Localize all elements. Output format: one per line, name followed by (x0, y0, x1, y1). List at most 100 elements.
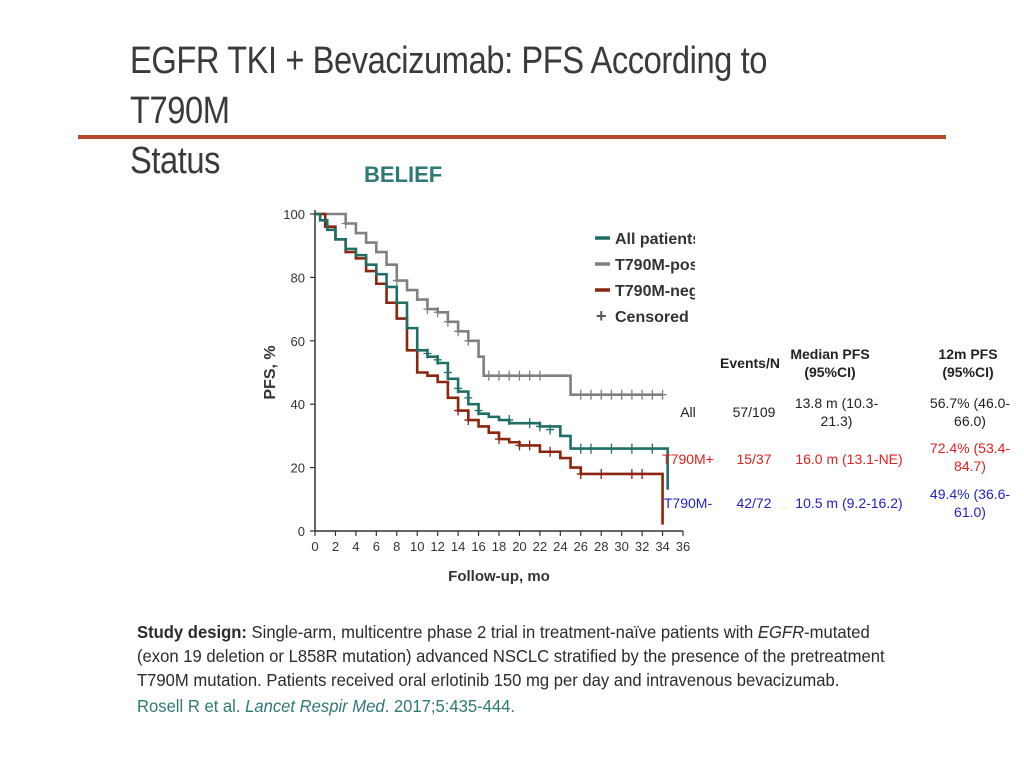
slide-title-line-1: EGFR TKI + Bevacizumab: PFS According to… (130, 40, 767, 132)
censor-mark (627, 468, 636, 479)
x-tick-label: 18 (492, 539, 506, 554)
x-tick-label: 0 (311, 539, 318, 554)
censor-mark (658, 389, 667, 400)
censor-mark (525, 418, 534, 429)
censor-mark (433, 354, 442, 365)
x-tick-label: 34 (655, 539, 669, 554)
row-neg-label: T790M- (663, 495, 713, 511)
y-tick-label: 0 (298, 524, 305, 539)
legend-label: T790M-negative (615, 283, 695, 300)
study-design-text: Study design: Single-arm, multicentre ph… (137, 620, 897, 692)
censor-mark (648, 389, 657, 400)
censor-mark (535, 421, 544, 432)
censor-mark (515, 370, 524, 381)
censor-mark (597, 468, 606, 479)
censor-mark (505, 415, 514, 426)
study-name: BELIEF (364, 162, 443, 187)
row-all-label: All (680, 404, 696, 420)
y-axis-title: PFS, % (262, 345, 279, 399)
censor-mark (433, 307, 442, 318)
x-tick-label: 26 (574, 539, 588, 554)
slide-title: EGFR TKI + Bevacizumab: PFS According to… (130, 36, 818, 186)
x-tick-label: 2 (332, 539, 339, 554)
series-line-all-patients (315, 212, 669, 490)
x-tick-label: 36 (676, 539, 690, 554)
study-design-part-a: Single-arm, multicentre phase 2 trial in… (246, 622, 758, 642)
study-design-part-b: -mutated (exon 19 deletion or L858R muta… (137, 622, 885, 690)
censor-mark (515, 440, 524, 451)
censor-mark (638, 468, 647, 479)
censor-mark (505, 370, 514, 381)
censor-mark (617, 389, 626, 400)
x-axis-title: Follow-up, mo (448, 568, 550, 585)
censor-mark (607, 443, 616, 454)
censor-mark (392, 275, 401, 286)
censor-mark (607, 389, 616, 400)
censor-mark (443, 316, 452, 327)
citation-authors: Rosell R et al. (137, 696, 246, 716)
x-tick-label: 22 (533, 539, 547, 554)
x-tick-label: 6 (373, 539, 380, 554)
censor-mark (576, 443, 585, 454)
censor-mark (484, 370, 493, 381)
censor-mark (495, 434, 503, 445)
header-12m-pfs: 12m PFS (95%CI) (938, 346, 998, 380)
study-design-label: Study design: (137, 622, 247, 642)
censor-mark (454, 405, 463, 416)
citation-journal: Lancet Respir Med (245, 696, 385, 716)
row-all-median: 13.8 m (10.3-21.3) (794, 395, 879, 429)
row-pos-label: T790M+ (662, 451, 714, 467)
censor-mark (638, 389, 647, 400)
legend-censored-marker: + (596, 306, 607, 326)
row-pos-events: 15/37 (736, 451, 772, 467)
censor-mark (525, 370, 534, 381)
censor-mark (587, 443, 595, 454)
y-tick-label: 40 (291, 397, 305, 412)
censor-mark (454, 326, 463, 337)
censor-mark (341, 218, 350, 229)
x-tick-label: 28 (594, 539, 608, 554)
legend-label: Censored (615, 309, 689, 326)
censor-mark (627, 389, 636, 400)
censor-mark (525, 440, 534, 451)
censor-mark (576, 468, 585, 479)
censor-mark (648, 443, 657, 454)
x-tick-label: 14 (451, 539, 465, 554)
x-tick-label: 4 (352, 539, 359, 554)
citation-rest: . 2017;5:435-444. (384, 696, 515, 716)
x-tick-label: 30 (614, 539, 628, 554)
censor-mark (627, 443, 636, 454)
slide-title-line-2: Status (130, 140, 221, 182)
x-tick-label: 10 (410, 539, 424, 554)
censor-mark (454, 383, 463, 394)
row-neg-12m: 49.4% (36.6-61.0) (929, 486, 1011, 520)
y-tick-label: 100 (283, 207, 305, 222)
row-all-12m: 56.7% (46.0-66.0) (929, 395, 1011, 429)
row-neg-events: 42/72 (736, 495, 772, 511)
censor-mark (474, 405, 483, 416)
censor-mark (423, 348, 432, 359)
row-pos-median: 16.0 m (13.1-NE) (795, 451, 903, 467)
x-tick-label: 24 (553, 539, 567, 554)
censor-mark (464, 335, 473, 346)
censor-mark (443, 367, 452, 378)
title-divider (78, 135, 946, 139)
censor-mark (423, 304, 432, 315)
header-events: Events/N (720, 355, 780, 371)
y-tick-label: 60 (291, 334, 305, 349)
censor-mark (546, 424, 555, 435)
censor-mark (546, 446, 555, 457)
row-pos-12m: 72.4% (53.4-84.7) (929, 440, 1011, 474)
study-design-gene: EGFR (757, 622, 805, 642)
x-tick-label: 8 (393, 539, 400, 554)
censor-mark (464, 415, 473, 426)
x-tick-label: 32 (635, 539, 649, 554)
series-line-t790m-positive (315, 212, 663, 396)
row-all-events: 57/109 (732, 404, 776, 420)
x-tick-label: 16 (471, 539, 485, 554)
censor-mark (576, 389, 585, 400)
censor-mark (597, 389, 606, 400)
y-tick-label: 20 (291, 461, 305, 476)
citation: Rosell R et al. Lancet Respir Med. 2017;… (137, 696, 515, 717)
